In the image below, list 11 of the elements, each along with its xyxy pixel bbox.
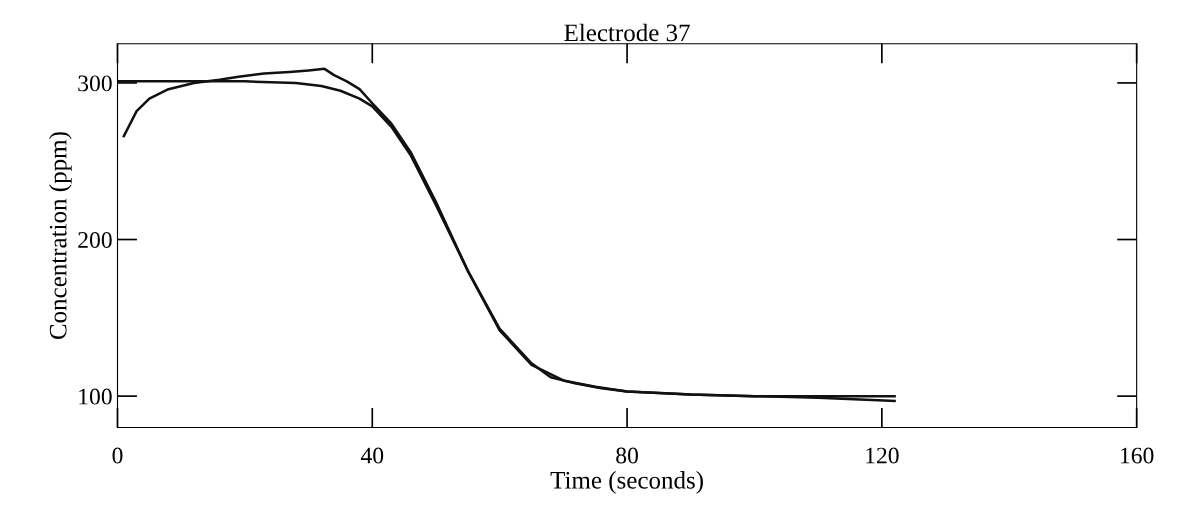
x-tick-label: 0: [112, 447, 123, 464]
y-tick-label: 300: [78, 75, 112, 92]
x-axis-title: Time (seconds): [550, 471, 703, 494]
x-tick-label: 40: [360, 447, 384, 464]
y-tick-label: 200: [78, 232, 112, 248]
x-tick-label: 160: [1121, 447, 1154, 464]
chart-title: Electrode 37: [564, 23, 690, 42]
y-axis-title: Concentration (ppm): [49, 132, 72, 340]
y-tick-label: 100: [79, 388, 112, 405]
x-tick-label: 120: [866, 447, 899, 464]
x-tick-label: 80: [616, 447, 638, 464]
